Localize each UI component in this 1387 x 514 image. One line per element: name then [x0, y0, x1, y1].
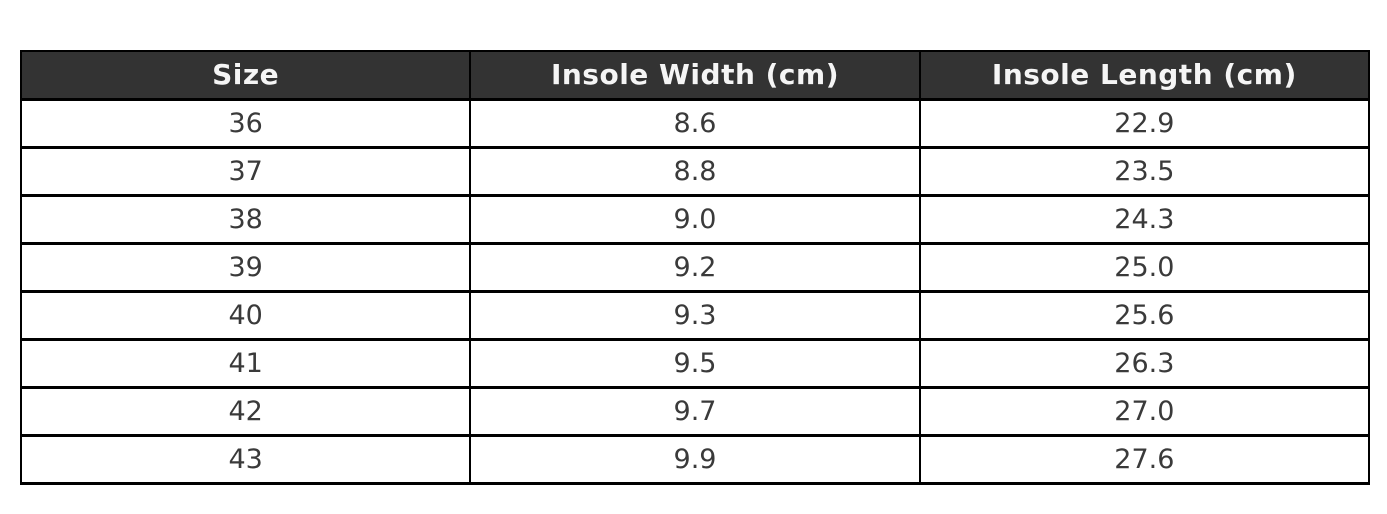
cell-insole-length: 23.5	[918, 145, 1371, 196]
table-row: 38 9.0 24.3	[19, 193, 1371, 244]
cell-insole-length: 25.0	[918, 241, 1371, 292]
cell-insole-length: 26.3	[918, 337, 1371, 388]
header-row: Size Insole Width (cm) Insole Length (cm…	[19, 50, 1371, 100]
cell-insole-length: 27.0	[918, 385, 1371, 436]
table-row: 39 9.2 25.0	[19, 241, 1371, 292]
cell-insole-width: 9.9	[469, 433, 921, 485]
cell-insole-width: 9.7	[469, 385, 921, 436]
header-cell-size: Size	[19, 50, 472, 100]
cell-size: 41	[19, 337, 472, 388]
cell-insole-width: 9.2	[469, 241, 921, 292]
cell-insole-length: 22.9	[918, 97, 1371, 148]
cell-insole-length: 27.6	[918, 433, 1371, 485]
table-row: 43 9.9 27.6	[19, 433, 1371, 485]
cell-insole-length: 24.3	[918, 193, 1371, 244]
header-cell-insole-width: Insole Width (cm)	[469, 50, 921, 100]
cell-insole-width: 9.5	[469, 337, 921, 388]
cell-insole-width: 9.0	[469, 193, 921, 244]
table-row: 42 9.7 27.0	[19, 385, 1371, 436]
cell-insole-length: 25.6	[918, 289, 1371, 340]
shoe-size-table: Size Insole Width (cm) Insole Length (cm…	[19, 50, 1371, 485]
cell-size: 37	[19, 145, 472, 196]
table-row: 40 9.3 25.6	[19, 289, 1371, 340]
cell-insole-width: 8.8	[469, 145, 921, 196]
cell-size: 42	[19, 385, 472, 436]
cell-size: 39	[19, 241, 472, 292]
header-cell-insole-length: Insole Length (cm)	[918, 50, 1371, 100]
table-header: Size Insole Width (cm) Insole Length (cm…	[19, 50, 1371, 100]
table-row: 36 8.6 22.9	[19, 97, 1371, 148]
cell-insole-width: 9.3	[469, 289, 921, 340]
cell-insole-width: 8.6	[469, 97, 921, 148]
cell-size: 38	[19, 193, 472, 244]
cell-size: 43	[19, 433, 472, 485]
table-body: 36 8.6 22.9 37 8.8 23.5 38 9.0 24.3 39 9…	[19, 97, 1371, 485]
table-row: 37 8.8 23.5	[19, 145, 1371, 196]
cell-size: 36	[19, 97, 472, 148]
table-row: 41 9.5 26.3	[19, 337, 1371, 388]
cell-size: 40	[19, 289, 472, 340]
